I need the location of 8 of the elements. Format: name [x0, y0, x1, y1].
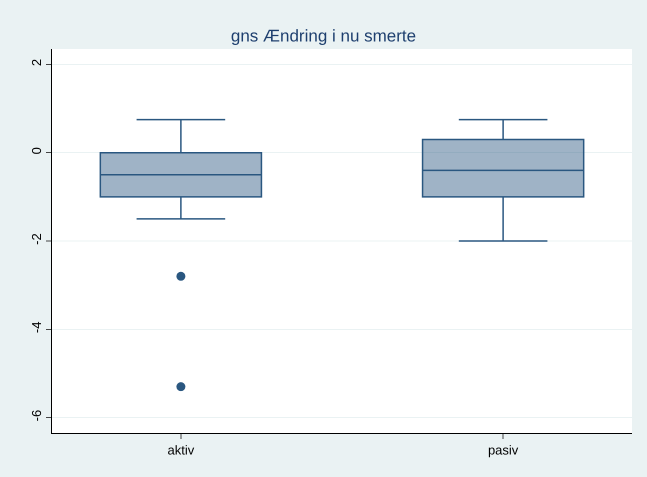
chart-title: gns Ændring i nu smerte [230, 26, 416, 46]
y-tick-label: -6 [28, 410, 44, 422]
y-tick-label: -4 [28, 322, 44, 334]
y-tick-label: -2 [28, 233, 44, 245]
y-tick-label: 2 [28, 58, 44, 66]
x-tick-label: pasiv [488, 442, 519, 458]
y-tick-label: 0 [28, 147, 44, 154]
x-tick-label: aktiv [168, 442, 195, 458]
